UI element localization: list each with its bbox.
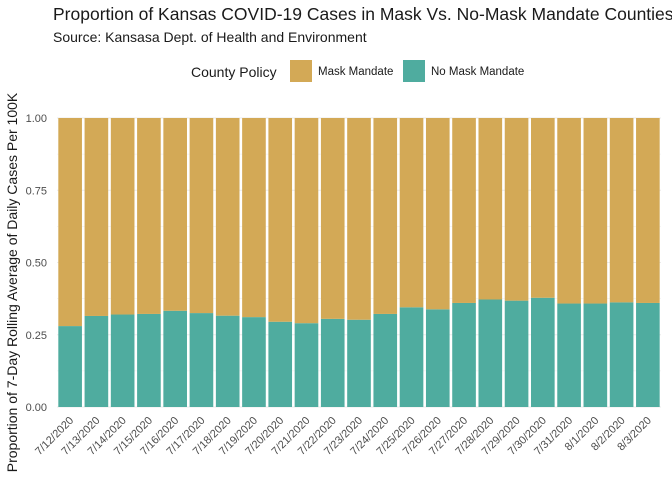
bar-segment-mask-mandate bbox=[137, 118, 161, 314]
bar-segment-mask-mandate bbox=[110, 118, 135, 315]
bar-segment-mask-mandate bbox=[452, 118, 476, 303]
bar-segment-no-mask-mandate bbox=[531, 297, 555, 407]
bar-segment-mask-mandate bbox=[347, 118, 371, 320]
legend-label-mask-mandate: Mask Mandate bbox=[318, 66, 394, 78]
bar-segment-mask-mandate bbox=[242, 118, 266, 318]
bar-segment-no-mask-mandate bbox=[84, 315, 109, 407]
bar-segment-mask-mandate bbox=[504, 118, 529, 301]
legend-title: County Policy bbox=[191, 64, 277, 80]
bar-segment-mask-mandate bbox=[583, 118, 608, 304]
bar-segment-mask-mandate bbox=[373, 118, 398, 314]
bar-segment-no-mask-mandate bbox=[636, 302, 660, 407]
bar-segment-no-mask-mandate bbox=[399, 307, 424, 407]
bar-segment-no-mask-mandate bbox=[163, 310, 187, 407]
y-axis-ticks: 0.00 0.25 0.50 0.75 1.00 bbox=[26, 113, 47, 414]
bar-segment-no-mask-mandate bbox=[242, 317, 266, 407]
bar-segment-no-mask-mandate bbox=[58, 326, 82, 407]
bar-segment-no-mask-mandate bbox=[294, 323, 319, 407]
bar-segment-mask-mandate bbox=[84, 118, 109, 316]
y-axis-label: Proportion of 7-Day Rolling Average of D… bbox=[4, 92, 20, 472]
bar-segment-no-mask-mandate bbox=[110, 314, 135, 407]
legend-key-mask-mandate bbox=[290, 60, 312, 82]
legend: County Policy Mask Mandate No Mask Manda… bbox=[0, 60, 672, 84]
bar-segment-no-mask-mandate bbox=[609, 302, 634, 407]
bar-segment-mask-mandate bbox=[58, 118, 82, 327]
bar-segment-mask-mandate bbox=[268, 118, 293, 322]
y-tick-label: 0.75 bbox=[26, 185, 47, 197]
bar-segment-no-mask-mandate bbox=[478, 299, 503, 407]
y-tick-label: 0.25 bbox=[26, 330, 47, 342]
bar-segment-mask-mandate bbox=[163, 118, 187, 311]
bar-segment-mask-mandate bbox=[531, 118, 555, 298]
bar-segment-mask-mandate bbox=[399, 118, 424, 308]
bar-segment-mask-mandate bbox=[609, 118, 634, 303]
bar-segment-mask-mandate bbox=[425, 118, 450, 310]
bar-segment-no-mask-mandate bbox=[504, 300, 529, 407]
bar-segment-no-mask-mandate bbox=[189, 313, 214, 407]
bar-segment-no-mask-mandate bbox=[137, 313, 161, 407]
bar-segment-mask-mandate bbox=[636, 118, 660, 303]
bar-segment-no-mask-mandate bbox=[373, 313, 398, 407]
y-tick-label: 0.00 bbox=[26, 402, 47, 414]
bar-segment-mask-mandate bbox=[478, 118, 503, 300]
bar-segment-no-mask-mandate bbox=[215, 315, 240, 407]
bar-segment-no-mask-mandate bbox=[452, 302, 476, 407]
bar-segment-mask-mandate bbox=[215, 118, 240, 316]
legend-key-no-mask-mandate bbox=[403, 60, 425, 82]
bar-segment-no-mask-mandate bbox=[425, 309, 450, 407]
legend-label-no-mask-mandate: No Mask Mandate bbox=[431, 66, 525, 78]
chart-subtitle: Source: Kansasa Dept. of Health and Envi… bbox=[53, 29, 367, 45]
bar-segment-no-mask-mandate bbox=[268, 321, 293, 407]
bar-segment-mask-mandate bbox=[557, 118, 581, 304]
x-axis-ticks: 7/12/20207/13/20207/14/20207/15/20207/16… bbox=[33, 415, 654, 458]
chart-title: Proportion of Kansas COVID-19 Cases in M… bbox=[53, 4, 672, 24]
y-tick-label: 1.00 bbox=[26, 113, 47, 125]
y-tick-label: 0.50 bbox=[26, 258, 47, 270]
bar-segment-mask-mandate bbox=[294, 118, 319, 324]
bar-segment-no-mask-mandate bbox=[347, 319, 371, 407]
bar-segment-no-mask-mandate bbox=[583, 303, 608, 407]
bar-segment-mask-mandate bbox=[189, 118, 214, 314]
bars bbox=[58, 118, 660, 407]
bar-segment-no-mask-mandate bbox=[557, 303, 581, 407]
bar-segment-mask-mandate bbox=[320, 118, 345, 319]
bar-segment-no-mask-mandate bbox=[320, 318, 345, 407]
